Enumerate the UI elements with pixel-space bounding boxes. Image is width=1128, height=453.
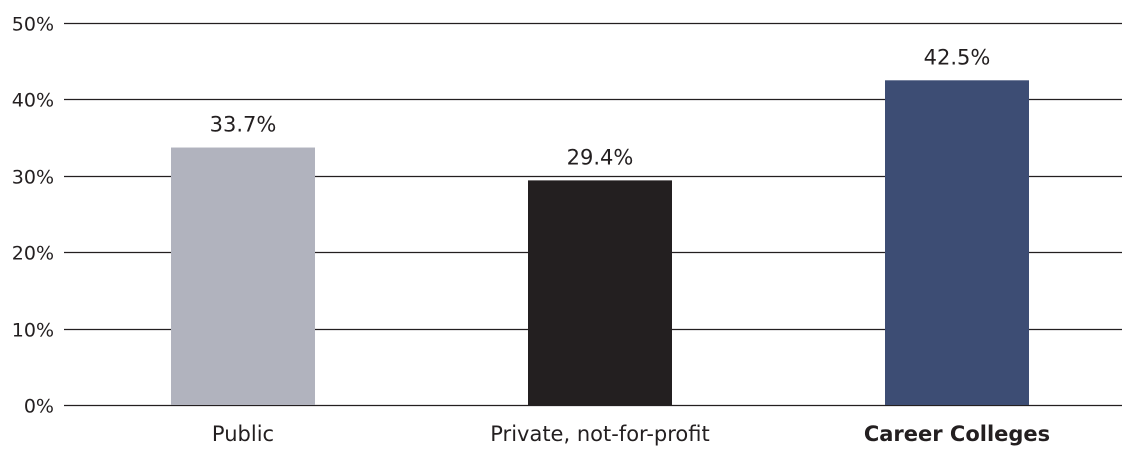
y-tick-label: 20%	[12, 243, 54, 265]
category-label: Private, not-for-profit	[490, 422, 709, 446]
y-tick-label: 0%	[24, 396, 54, 418]
y-tick-label: 30%	[12, 167, 54, 189]
x-axis-category-labels: Public Private, not-for-profit Career Coll…	[212, 422, 1050, 446]
bar-private-not-for-profit	[528, 180, 672, 405]
bar-value-label: 29.4%	[567, 145, 634, 169]
y-tick-label: 50%	[12, 14, 54, 36]
bar-value-label: 42.5%	[924, 45, 991, 69]
y-tick-label: 40%	[12, 90, 54, 112]
bar-public	[171, 147, 315, 406]
category-label: Career Colleges	[864, 422, 1050, 446]
y-axis-tick-labels: 0% 10% 20% 30% 40% 50%	[12, 14, 54, 418]
bar-value-labels: 33.7% 29.4% 42.5%	[210, 45, 991, 169]
category-label: Public	[212, 422, 274, 446]
y-tick-label: 10%	[12, 320, 54, 342]
bars	[171, 80, 1029, 406]
bar-value-label: 33.7%	[210, 113, 277, 137]
bar-career-colleges	[885, 80, 1029, 406]
